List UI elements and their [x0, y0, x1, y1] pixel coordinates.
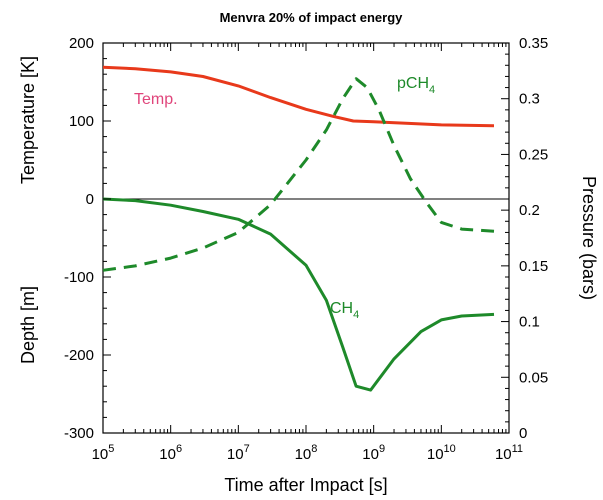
x-tick-base: 10: [295, 446, 312, 463]
axis-ticks: 105 106 107 108 109 1010 10112001000-100-200-3…: [64, 35, 548, 463]
right-tick-label: 0.2: [519, 202, 540, 219]
left-tick-label: 0: [86, 191, 94, 208]
x-tick-label: 107: [227, 443, 250, 463]
series-line-ch4: [102, 197, 495, 392]
x-tick-label: 1010: [427, 443, 456, 463]
right-tick-label: 0.1: [519, 314, 540, 331]
series-label-temp: Temp.: [134, 91, 178, 108]
x-tick-exponent: 8: [311, 443, 317, 455]
right-tick-label: 0.05: [519, 369, 548, 386]
series-label-subscript: 4: [429, 84, 435, 96]
chart-title: Menvra 20% of impact energy: [220, 10, 404, 25]
left-tick-label: -300: [64, 425, 94, 442]
series-line-temp: [102, 65, 495, 128]
axis-labels: Time after Impact [s] Temperature [K] Dept…: [18, 56, 599, 495]
x-tick-base: 10: [427, 446, 444, 463]
series-label-ch4: CH4: [330, 300, 359, 321]
x-tick-exponent: 5: [108, 443, 114, 455]
x-tick-label: 108: [295, 443, 318, 463]
series-line-pch4: [102, 77, 495, 272]
right-tick-label: 0.35: [519, 35, 548, 52]
x-tick-base: 10: [362, 446, 379, 463]
left-tick-label: -200: [64, 347, 94, 364]
series-label-subscript: 4: [353, 309, 359, 321]
left-tick-label: 100: [69, 113, 94, 130]
right-tick-label: 0.3: [519, 91, 540, 108]
x-tick-exponent: 7: [244, 443, 250, 455]
x-tick-label: 106: [159, 443, 182, 463]
left-axis-label-temperature: Temperature [K]: [18, 56, 38, 184]
left-tick-label: -100: [64, 269, 94, 286]
x-tick-label: 109: [362, 443, 385, 463]
x-tick-label: 105: [92, 443, 115, 463]
series-label-text: pCH: [397, 75, 429, 92]
series-lines: [102, 65, 495, 392]
right-tick-label: 0.15: [519, 258, 548, 275]
right-tick-label: 0: [519, 425, 527, 442]
right-tick-label: 0.25: [519, 146, 548, 163]
series-label-text: Temp.: [134, 91, 178, 108]
x-tick-exponent: 9: [379, 443, 385, 455]
x-tick-base: 10: [495, 446, 512, 463]
x-tick-base: 10: [227, 446, 244, 463]
x-tick-exponent: 6: [176, 443, 182, 455]
left-axis-label-depth: Depth [m]: [18, 286, 38, 364]
series-label-text: CH: [330, 300, 353, 317]
right-axis-label-pressure: Pressure (bars): [579, 176, 599, 300]
x-tick-exponent: 11: [512, 443, 523, 455]
left-tick-label: 200: [69, 35, 94, 52]
x-tick-base: 10: [92, 446, 109, 463]
x-tick-base: 10: [159, 446, 176, 463]
series-label-pch4: pCH4: [397, 75, 435, 96]
x-axis-label: Time after Impact [s]: [224, 475, 387, 495]
x-tick-exponent: 10: [444, 443, 456, 455]
x-tick-label: 1011: [495, 443, 523, 463]
